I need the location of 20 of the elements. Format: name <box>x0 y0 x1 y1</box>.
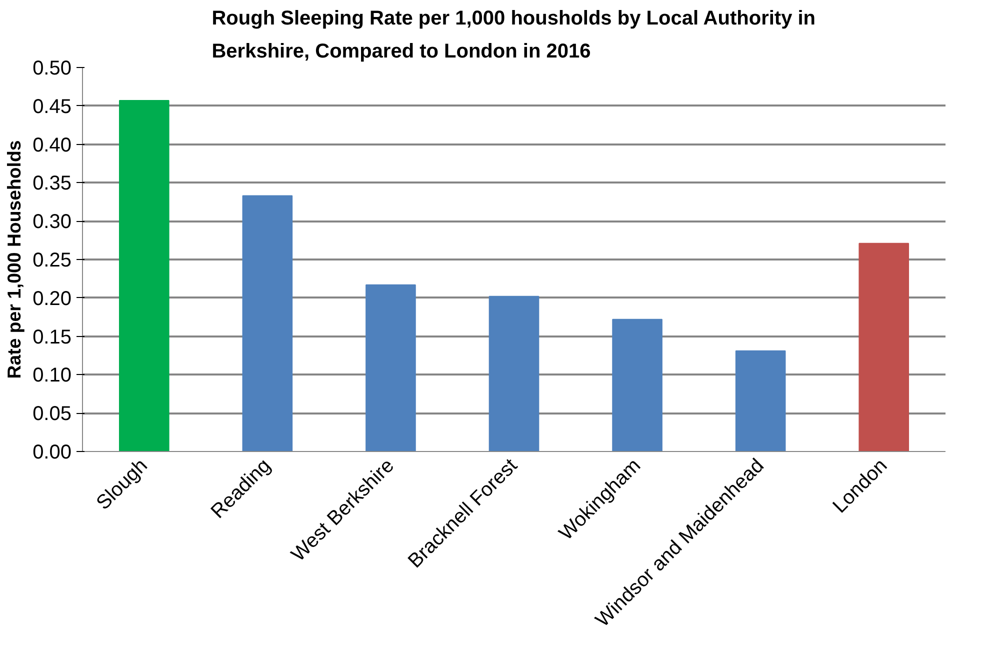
bar <box>118 100 170 452</box>
y-tick-label: 0.00 <box>32 442 72 464</box>
bar <box>858 242 910 452</box>
y-tick-label: 0.30 <box>32 211 72 234</box>
y-tick-label: 0.20 <box>32 288 72 310</box>
y-tick-label: 0.10 <box>32 364 72 387</box>
y-axis-title: Rate per 1,000 Households <box>4 140 25 379</box>
chart-title: Rough Sleeping Rate per 1,000 housholds by Local Authority in Berkshire, Compared to London in 2016 <box>212 8 816 62</box>
bar <box>242 195 293 452</box>
bar <box>366 284 416 452</box>
bar <box>612 318 662 452</box>
y-tick-label: 0.50 <box>32 58 72 80</box>
y-tick-label: 0.05 <box>32 403 72 426</box>
bar <box>488 296 540 452</box>
y-tick-label: 0.35 <box>32 172 72 195</box>
bar <box>735 350 786 452</box>
y-tick-label: 0.25 <box>32 250 72 272</box>
y-tick-label: 0.15 <box>32 326 72 348</box>
y-tick-label: 0.40 <box>32 134 72 156</box>
y-tick-label: 0.45 <box>32 96 72 118</box>
